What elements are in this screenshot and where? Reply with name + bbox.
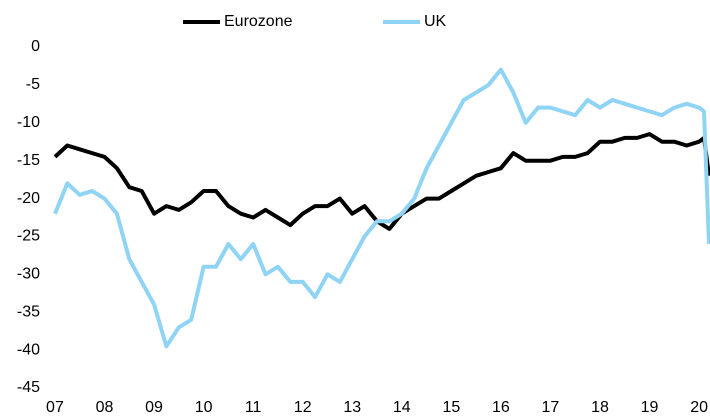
legend-label: UK — [424, 13, 447, 30]
x-tick-label: 15 — [442, 399, 460, 416]
legend-label: Eurozone — [224, 13, 293, 30]
x-tick-label: 12 — [294, 399, 312, 416]
y-tick-label: -10 — [17, 114, 40, 131]
x-tick-label: 19 — [641, 399, 659, 416]
y-tick-label: -35 — [17, 303, 40, 320]
y-tick-label: -25 — [17, 228, 40, 245]
y-tick-label: -40 — [17, 341, 40, 358]
y-tick-label: -5 — [26, 76, 40, 93]
x-tick-label: 08 — [96, 399, 114, 416]
y-tick-label: -20 — [17, 190, 40, 207]
series-line — [53, 67, 710, 349]
y-tick-label: -15 — [17, 152, 40, 169]
y-tick-label: -30 — [17, 266, 40, 283]
x-tick-label: 10 — [195, 399, 213, 416]
y-tick-label: -45 — [17, 379, 40, 396]
series-line — [53, 132, 710, 231]
x-tick-label: 07 — [46, 399, 64, 416]
x-tick-label: 16 — [492, 399, 510, 416]
y-tick-label: 0 — [31, 38, 40, 55]
x-tick-label: 18 — [591, 399, 609, 416]
x-tick-label: 11 — [245, 399, 262, 416]
x-tick-label: 09 — [145, 399, 163, 416]
x-tick-label: 13 — [343, 399, 361, 416]
x-tick-label: 17 — [542, 399, 560, 416]
x-tick-label: 20 — [690, 399, 708, 416]
x-tick-label: 14 — [393, 399, 411, 416]
